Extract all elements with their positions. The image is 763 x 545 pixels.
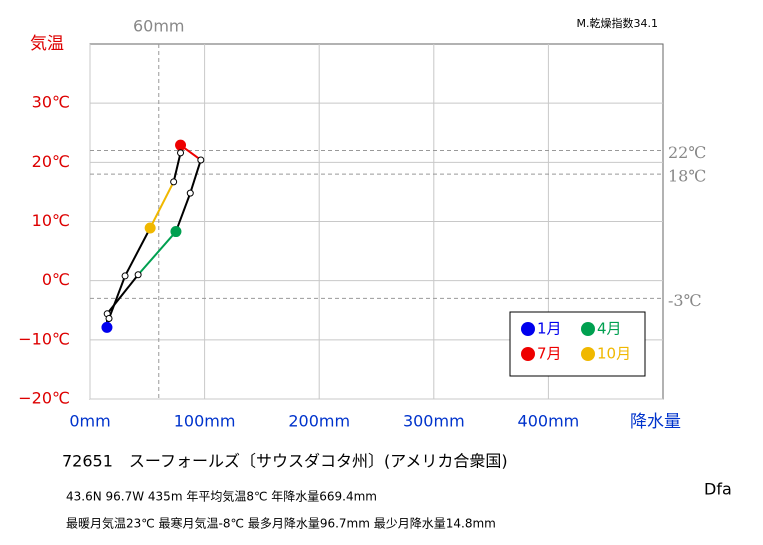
line-segment	[175, 192, 192, 232]
reference-label: 18℃	[668, 167, 706, 186]
climate-class: Dfa	[704, 480, 732, 499]
line-segment	[189, 159, 202, 194]
legend-label: 7月	[537, 345, 562, 363]
x-tick-label: 400mm	[518, 412, 580, 431]
line-segment	[172, 152, 182, 183]
y-tick-label: −20℃	[18, 389, 70, 408]
legend-label: 4月	[597, 320, 622, 338]
reference-label: 60mm	[133, 17, 185, 36]
station-info: 43.6N 96.7W 435m 年平均気温8℃ 年降水量669.4mm	[66, 489, 377, 504]
data-point	[197, 156, 205, 164]
data-point	[144, 222, 156, 234]
legend-marker	[521, 347, 535, 361]
legend-marker	[581, 347, 595, 361]
line-segment	[149, 181, 175, 229]
line-segment	[108, 275, 127, 319]
x-axis-title: 降水量	[630, 412, 681, 432]
aridity-index: M.乾燥指数34.1	[577, 16, 658, 30]
data-point	[175, 139, 187, 151]
legend-marker	[581, 322, 595, 336]
data-point	[186, 189, 194, 197]
y-tick-label: 20℃	[32, 152, 70, 171]
station-info: 最暖月気温23℃ 最寒月気温-8℃ 最多月降水量96.7mm 最少月降水量14.…	[66, 516, 496, 531]
station-title: 72651 スーフォールズ〔サウスダコタ州〕(アメリカ合衆国)	[62, 452, 508, 471]
x-tick-label: 0mm	[69, 412, 110, 431]
x-tick-label: 300mm	[403, 412, 465, 431]
x-tick-label: 100mm	[174, 412, 236, 431]
legend-marker	[521, 322, 535, 336]
line-segment	[124, 227, 152, 277]
data-point	[105, 315, 113, 323]
legend-box	[509, 311, 646, 377]
data-point	[101, 321, 113, 333]
line-segment	[137, 230, 177, 276]
y-tick-label: 0℃	[42, 270, 70, 289]
y-tick-label: 30℃	[32, 93, 70, 112]
reference-label: -3℃	[668, 291, 701, 310]
data-point	[177, 149, 185, 157]
x-tick-label: 200mm	[288, 412, 350, 431]
reference-label: 22℃	[668, 143, 706, 162]
data-point	[134, 271, 142, 279]
y-tick-label: −10℃	[18, 329, 70, 348]
legend-label: 1月	[537, 320, 562, 338]
y-tick-label: 10℃	[32, 211, 70, 230]
data-point	[170, 178, 178, 186]
data-point	[121, 272, 129, 280]
y-axis-title: 気温	[30, 34, 64, 54]
legend-label: 10月	[597, 345, 631, 363]
data-point	[170, 226, 182, 238]
